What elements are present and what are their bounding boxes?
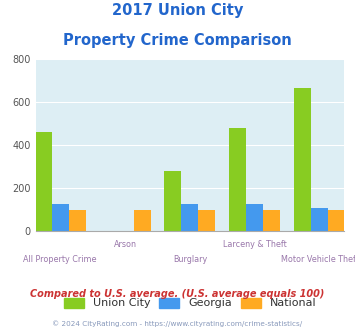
Legend: Union City, Georgia, National: Union City, Georgia, National (59, 293, 321, 313)
Bar (69, 210, 86, 231)
Text: Burglary: Burglary (173, 255, 207, 264)
Text: All Property Crime: All Property Crime (23, 255, 97, 264)
Text: Motor Vehicle Theft: Motor Vehicle Theft (281, 255, 355, 264)
Text: Arson: Arson (114, 240, 137, 248)
Bar (181, 204, 198, 231)
Text: © 2024 CityRating.com - https://www.cityrating.com/crime-statistics/: © 2024 CityRating.com - https://www.city… (53, 320, 302, 327)
Bar (294, 88, 311, 231)
Bar (229, 128, 246, 231)
Text: Property Crime Comparison: Property Crime Comparison (63, 33, 292, 48)
Text: Larceny & Theft: Larceny & Theft (223, 240, 286, 248)
Bar (263, 210, 280, 231)
Text: 2017 Union City: 2017 Union City (112, 3, 243, 18)
Bar (133, 210, 151, 231)
Bar (35, 132, 52, 231)
Bar (246, 204, 263, 231)
Bar (311, 208, 328, 231)
Bar (164, 171, 181, 231)
Bar (52, 204, 69, 231)
Text: Compared to U.S. average. (U.S. average equals 100): Compared to U.S. average. (U.S. average … (30, 289, 325, 299)
Bar (198, 210, 215, 231)
Bar (328, 210, 345, 231)
